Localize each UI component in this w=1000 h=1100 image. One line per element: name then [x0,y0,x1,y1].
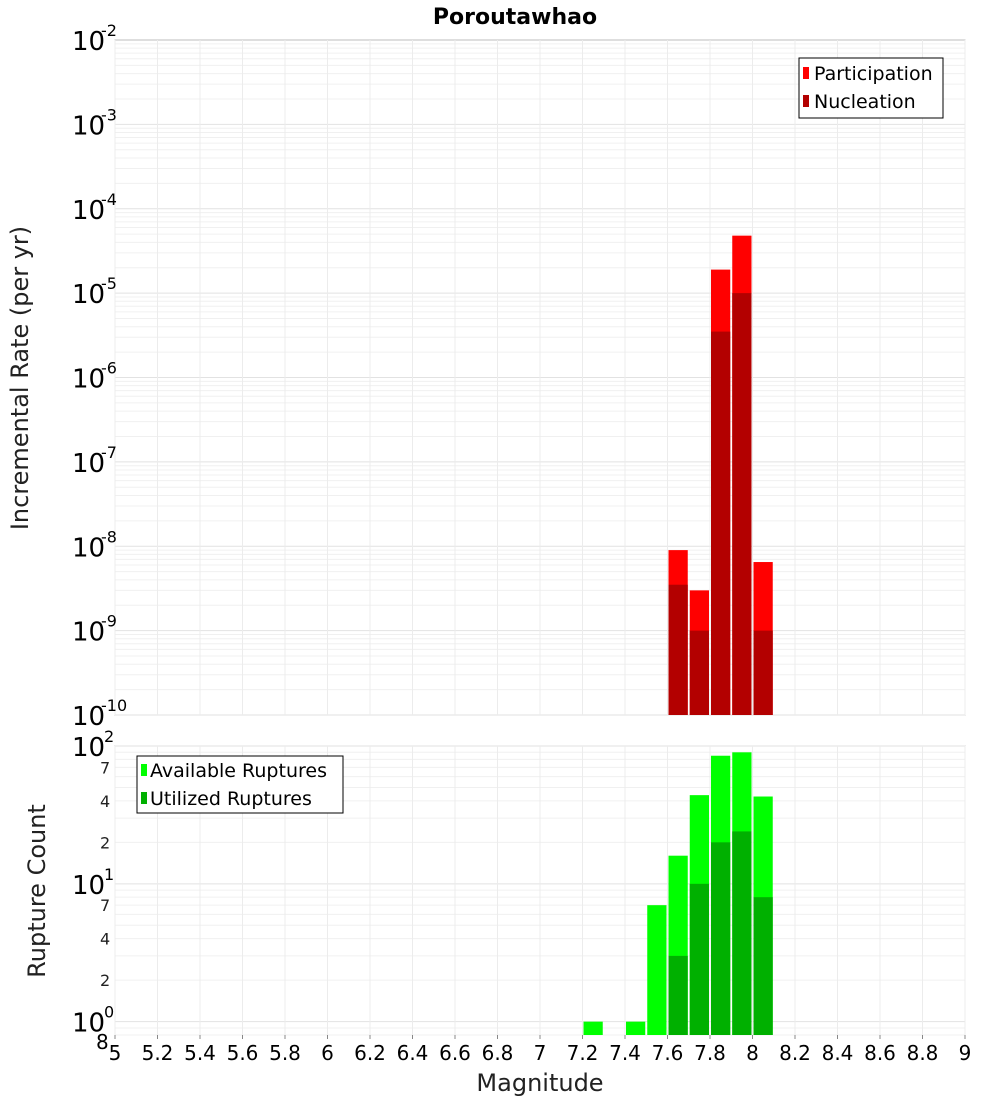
utilized-ruptures-bar [732,831,752,1035]
magnitude-tick-label: 8.6 [864,1041,896,1065]
utilized-ruptures-bar [668,955,688,1035]
nucleation-legend-label: Nucleation [814,91,916,113]
magnitude-tick-label: 7 [534,1041,547,1065]
nucleation-bar [753,630,773,715]
magnitude-x-ticks: 5 5.2 5.4 5.6 5.8 6 6.2 6.4 6.6 6.8 7 7.2 7.4 7.6 7.8 8… [109,1035,972,1065]
available-legend-label: Available Ruptures [150,760,327,782]
available-legend-swatch [141,764,147,776]
rate-y-tick-label: 10 [72,618,105,648]
count-y-tick-exponent: 1 [104,865,114,884]
magnitude-tick-label: 8.4 [822,1041,854,1065]
magnitude-tick-label: 6.2 [354,1041,386,1065]
magnitude-tick-label: 6.4 [397,1041,429,1065]
rate-y-axis-label: Incremental Rate (per yr) [6,226,34,530]
nucleation-bar [732,293,752,715]
count-y-minor-tick-label: 2 [100,971,110,990]
magnitude-tick-label: 5.6 [227,1041,259,1065]
rate-y-tick-exponent: -2 [101,21,117,40]
nucleation-legend-swatch [803,95,809,107]
rate-y-tick-exponent: -10 [101,696,127,715]
rate-y-tick-label: 10 [72,196,105,226]
count-y-tick-exponent: 0 [104,1003,114,1022]
magnitude-tick-label: 5.4 [184,1041,216,1065]
utilized-legend-swatch [141,792,147,804]
magnitude-tick-label: 6 [321,1041,334,1065]
count-grid [114,745,966,1036]
count-y-minor-tick-label: 4 [100,792,110,811]
rate-y-tick-exponent: -8 [101,527,117,546]
participation-legend-swatch [803,67,809,79]
count-y-minor-tick-label: 4 [100,930,110,949]
count-y-minor-tick-label: 2 [100,833,110,852]
magnitude-tick-label: 7.8 [694,1041,726,1065]
magnitude-tick-label: 7.6 [652,1041,684,1065]
magnitude-tick-label: 8.2 [779,1041,811,1065]
rate-y-tick-label: 10 [72,533,105,563]
rate-y-tick-label: 10 [72,27,105,57]
available-ruptures-bar [647,905,667,1035]
count-bars [583,752,773,1035]
magnitude-tick-label: 6.8 [482,1041,514,1065]
rate-y-tick-exponent: -5 [101,274,117,293]
rate-y-tick-label: 10 [72,280,105,310]
nucleation-bar [711,331,731,715]
utilized-ruptures-bar [689,883,709,1035]
count-y-tick-label: 10 [72,1009,105,1039]
rate-bars [668,235,773,715]
participation-legend-label: Participation [814,63,933,85]
count-y-minor-tick-label: 7 [100,896,110,915]
utilized-ruptures-bar [753,897,773,1035]
count-legend: Available Ruptures Utilized Ruptures [136,755,344,814]
rate-y-tick-exponent: -4 [101,190,117,209]
nucleation-bar [668,584,688,715]
magnitude-tick-label: 6.6 [439,1041,471,1065]
count-y-axis-label: Rupture Count [23,804,51,978]
utilized-ruptures-bar [711,842,731,1035]
magnitude-tick-label: 5.2 [142,1041,174,1065]
available-ruptures-bar [626,1021,646,1035]
magnitude-tick-label: 8.8 [907,1041,939,1065]
utilized-legend-label: Utilized Ruptures [150,788,312,810]
rate-y-tick-label: 10 [72,111,105,141]
count-legend-box [136,755,344,814]
count-y-tick-label: 10 [72,733,105,763]
rate-legend-box [798,57,944,119]
rate-y-tick-exponent: -9 [101,612,117,631]
rate-legend: Participation Nucleation [798,57,944,119]
rate-y-tick-label: 10 [72,449,105,479]
rate-y-tick-exponent: -3 [101,105,117,124]
x-axis-label: Magnitude [476,1069,603,1097]
magnitude-tick-label: 9 [959,1041,972,1065]
available-ruptures-bar [583,1021,603,1035]
rate-y-tick-label: 10 [72,702,105,732]
magnitude-tick-label: 5.8 [269,1041,301,1065]
count-y-minor-tick-label: 8 [96,1030,109,1054]
nucleation-bar [689,630,709,715]
magnitude-tick-label: 8 [746,1041,759,1065]
magnitude-tick-label: 5 [109,1041,122,1065]
rate-y-tick-exponent: -7 [101,443,117,462]
rate-grid [114,40,966,716]
rate-y-tick-exponent: -6 [101,359,117,378]
magnitude-tick-label: 7.4 [609,1041,641,1065]
count-y-tick-exponent: 2 [104,727,114,746]
count-y-minor-tick-label: 7 [100,758,110,777]
rate-y-tick-label: 10 [72,365,105,395]
chart-title: Poroutawhao [433,5,597,30]
magnitude-tick-label: 7.2 [567,1041,599,1065]
count-y-tick-label: 10 [72,871,105,901]
